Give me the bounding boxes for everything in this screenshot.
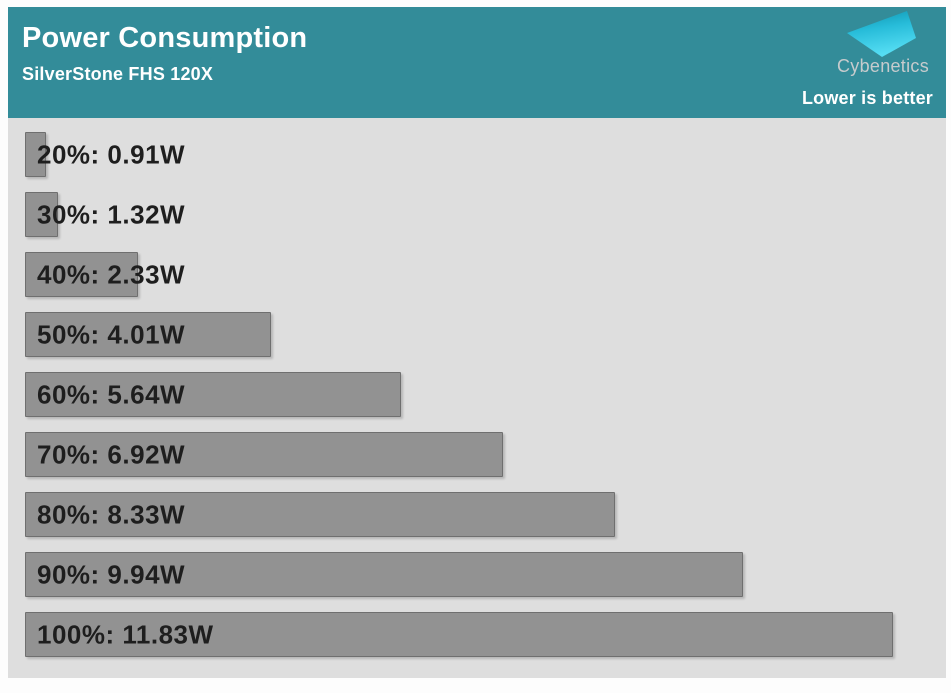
lower-is-better-note: Lower is better <box>801 88 933 108</box>
bar-label: 40%: 2.33W <box>37 259 186 289</box>
bar-50%: 50%: 4.01W <box>25 312 271 357</box>
bar-label: 100%: 11.83W <box>37 619 214 649</box>
brand-name: Cybenetics <box>836 56 930 76</box>
bar-label: 20%: 0.91W <box>37 139 186 169</box>
bar-row: 100%: 11.83W <box>25 612 946 657</box>
page-subtitle: SilverStone FHS 120X <box>22 63 214 84</box>
bar-row: 50%: 4.01W <box>25 312 946 357</box>
bar-40%: 40%: 2.33W <box>25 252 185 297</box>
bar-90%: 90%: 9.94W <box>25 552 743 597</box>
bar-label: 80%: 8.33W <box>37 499 186 529</box>
bar-row: 30%: 1.32W <box>25 192 946 237</box>
chart-card: Power Consumption SilverStone FHS 120X C… <box>8 7 946 678</box>
bar-100%: 100%: 11.83W <box>25 612 893 657</box>
cybenetics-logo-icon <box>847 11 916 57</box>
brand-block: Cybenetics <box>833 9 933 77</box>
bar-60%: 60%: 5.64W <box>25 372 401 417</box>
bar-row: 80%: 8.33W <box>25 492 946 537</box>
bar-row: 40%: 2.33W <box>25 252 946 297</box>
bar-label: 70%: 6.92W <box>37 439 186 469</box>
bar-80%: 80%: 8.33W <box>25 492 615 537</box>
bar-label: 50%: 4.01W <box>37 319 186 349</box>
bar-30%: 30%: 1.32W <box>25 192 185 237</box>
chart-area: 20%: 0.91W 30%: 1.32W 40%: 2.33W 50%: 4.01W… <box>8 118 946 678</box>
bar-row: 20%: 0.91W <box>25 132 946 177</box>
bar-row: 70%: 6.92W <box>25 432 946 477</box>
page-title: Power Consumption <box>22 22 308 54</box>
bar-row: 60%: 5.64W <box>25 372 946 417</box>
bar-row: 90%: 9.94W <box>25 552 946 597</box>
bar-label: 30%: 1.32W <box>37 199 186 229</box>
chart-header: Power Consumption SilverStone FHS 120X C… <box>8 7 946 118</box>
bar-label: 90%: 9.94W <box>37 559 186 589</box>
bar-20%: 20%: 0.91W <box>25 132 185 177</box>
bar-70%: 70%: 6.92W <box>25 432 503 477</box>
bar-label: 60%: 5.64W <box>37 379 186 409</box>
